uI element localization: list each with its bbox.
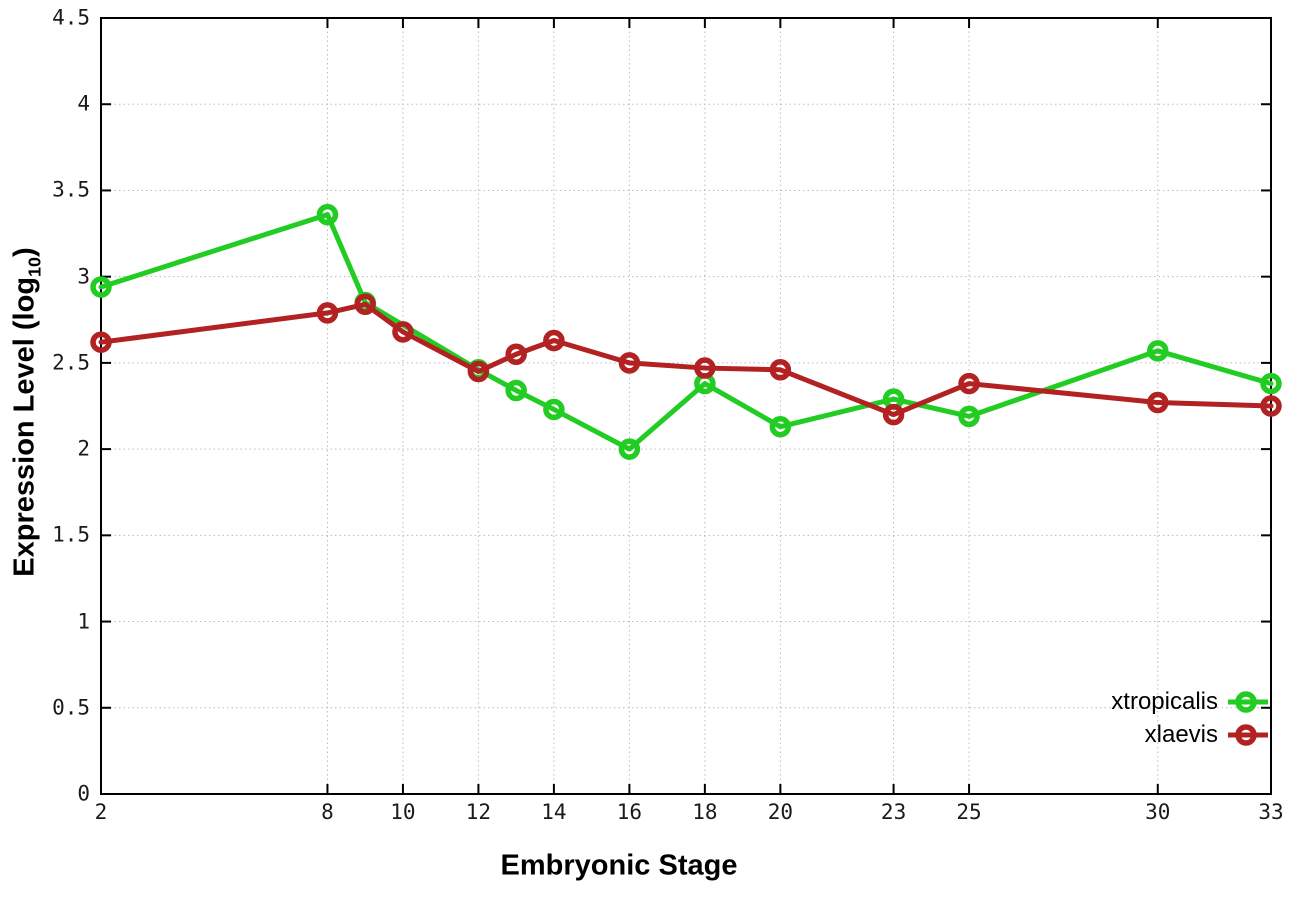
plot-border xyxy=(100,17,1272,795)
y-tick-label: 4 xyxy=(77,91,90,116)
x-tick-label: 23 xyxy=(880,800,907,824)
data-point-xlaevis xyxy=(1260,395,1282,417)
data-point-xlaevis xyxy=(694,357,716,379)
data-point-xtropicalis xyxy=(618,438,641,460)
y-tick-label: 3 xyxy=(77,264,90,289)
data-point-xlaevis xyxy=(882,403,905,426)
x-tick-label: 14 xyxy=(541,800,567,824)
data-point-xtropicalis xyxy=(958,405,980,428)
series-line-xtropicalis xyxy=(98,212,1274,452)
y-axis-label-suffix: ) xyxy=(8,247,41,257)
data-point-xtropicalis xyxy=(1147,340,1169,362)
y-tick-label: 0.5 xyxy=(52,695,90,720)
y-tick-label: 0 xyxy=(77,781,90,806)
legend-item-xtropicalis: xtropicalis xyxy=(1111,685,1270,718)
data-point-xtropicalis xyxy=(543,398,565,421)
data-point-xlaevis xyxy=(467,360,490,383)
data-point-xlaevis xyxy=(354,293,376,316)
y-tick-label: 2.5 xyxy=(52,350,90,375)
y-tick-label: 2 xyxy=(77,436,90,461)
legend-label-xlaevis: xlaevis xyxy=(1144,720,1218,748)
legend-label-xtropicalis: xtropicalis xyxy=(1111,687,1218,715)
data-point-xlaevis xyxy=(1147,391,1169,414)
data-point-xlaevis xyxy=(392,321,414,343)
x-tick-label: 20 xyxy=(767,800,793,824)
x-axis-label: Embryonic Stage xyxy=(500,849,738,882)
legend-sample-marker xyxy=(1235,690,1257,713)
legend: xtropicalis xlaevis xyxy=(1111,685,1270,751)
legend-marker-xtropicalis xyxy=(1228,690,1268,713)
data-point-xlaevis xyxy=(769,359,792,381)
x-tick-label: 10 xyxy=(390,800,416,824)
x-tick-label: 12 xyxy=(465,800,492,824)
data-point-xlaevis xyxy=(90,331,112,353)
x-tick-label: 18 xyxy=(692,800,718,824)
x-tick-label: 16 xyxy=(616,800,643,824)
x-tick-label: 2 xyxy=(94,800,108,824)
y-tick-label: 1.5 xyxy=(52,522,90,547)
y-tick-label: 4.5 xyxy=(52,5,90,30)
data-point-xtropicalis xyxy=(505,379,527,402)
y-tick-label: 3.5 xyxy=(52,177,90,202)
data-point-xlaevis xyxy=(618,352,641,374)
data-point-xtropicalis xyxy=(769,415,792,438)
data-point-xlaevis xyxy=(958,372,980,395)
data-point-xtropicalis xyxy=(316,203,339,226)
x-tick-label: 33 xyxy=(1258,800,1284,824)
x-tick-label: 30 xyxy=(1145,800,1171,824)
data-point-xlaevis xyxy=(505,343,527,366)
x-tick-label: 8 xyxy=(321,800,334,824)
x-tick-label: 25 xyxy=(956,800,982,824)
data-point-xtropicalis xyxy=(90,276,112,298)
legend-item-xlaevis: xlaevis xyxy=(1111,718,1270,751)
legend-marker-xlaevis xyxy=(1228,723,1268,746)
data-point-xtropicalis xyxy=(1260,372,1282,395)
data-point-xlaevis xyxy=(543,329,565,352)
legend-sample-marker xyxy=(1235,723,1257,746)
y-tick-label: 1 xyxy=(77,609,90,634)
data-point-xlaevis xyxy=(316,302,339,324)
